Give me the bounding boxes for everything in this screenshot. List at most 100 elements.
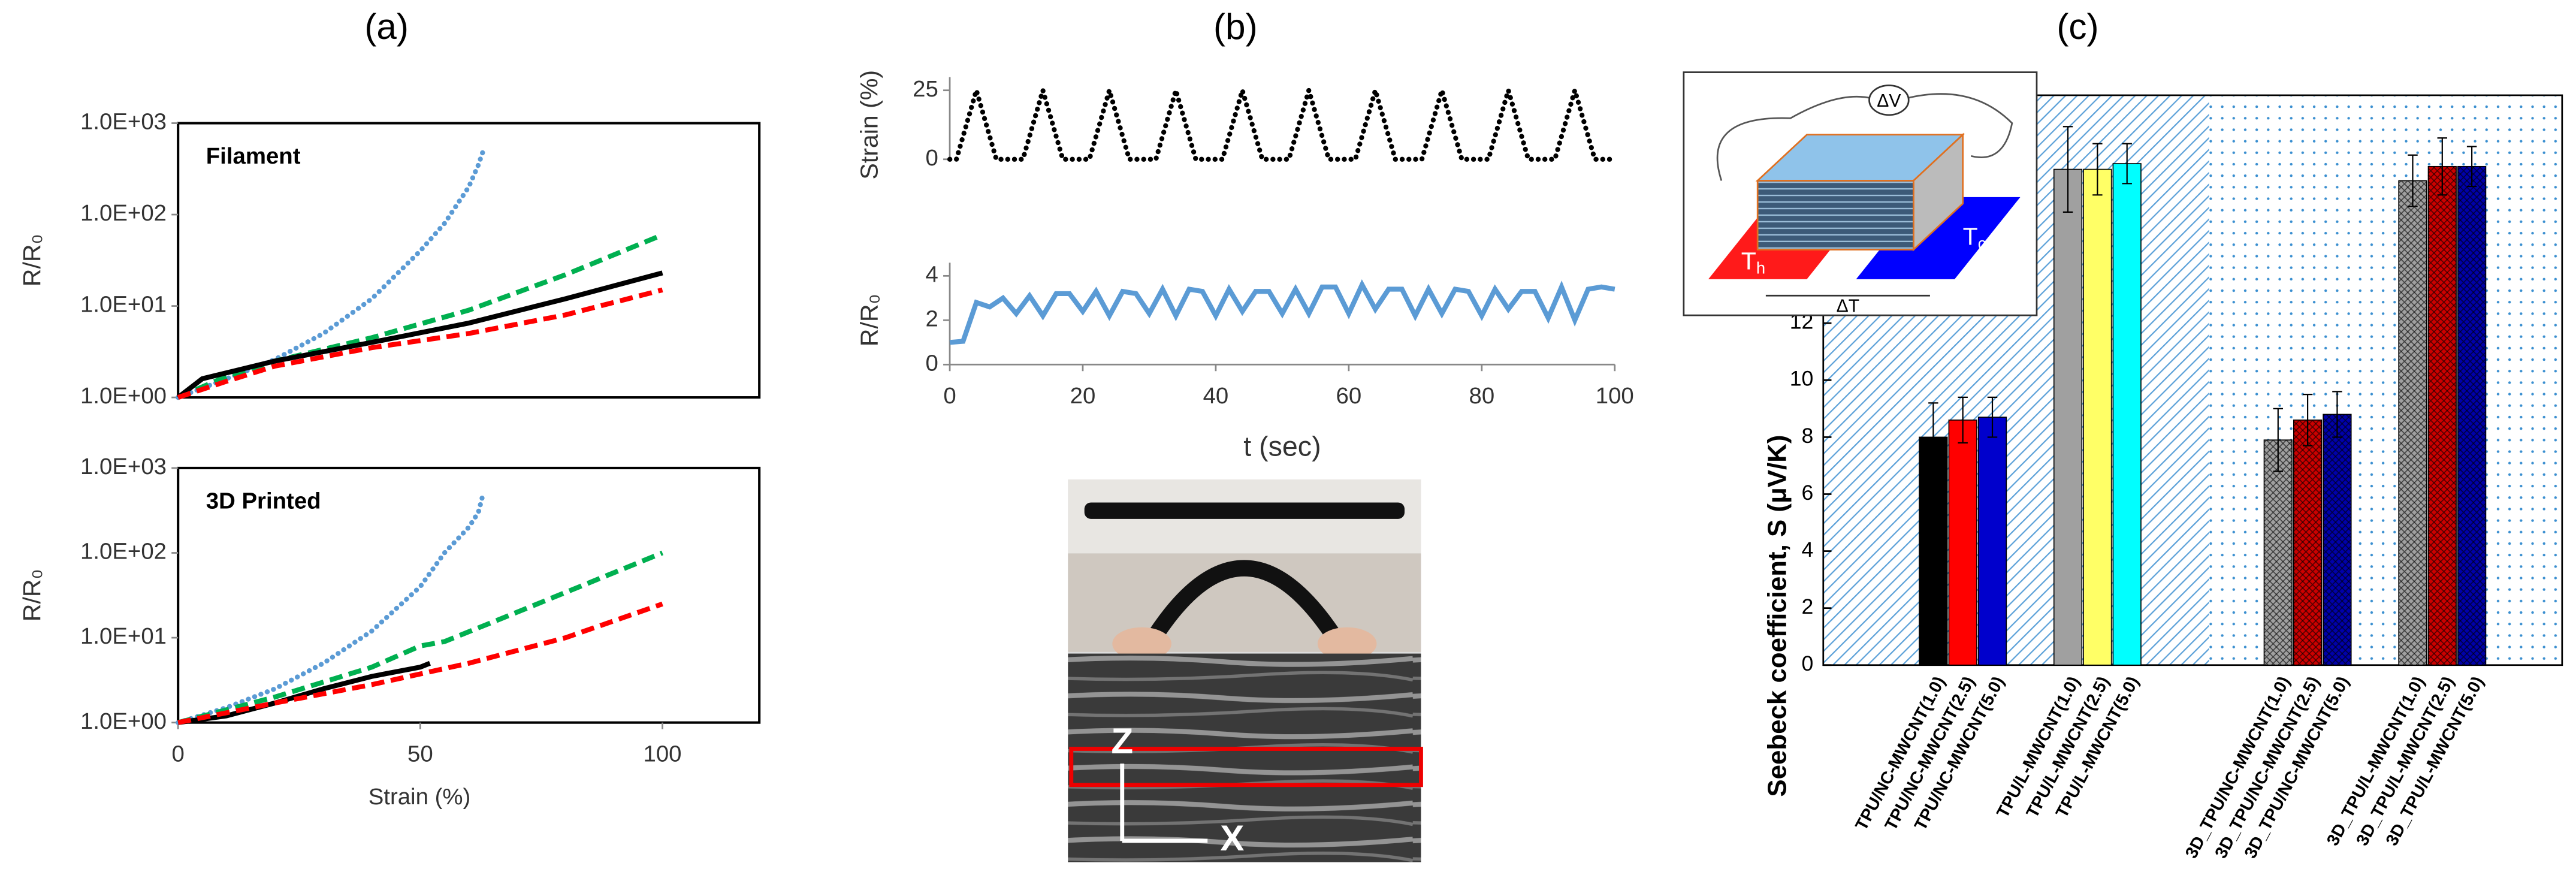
chart-title: Filament: [206, 143, 301, 169]
series-line: [949, 279, 1615, 345]
y-tick-label: 1.0E+01: [80, 623, 167, 649]
y-tick-label: 1.0E+02: [80, 200, 167, 226]
x-tick-label: 100: [644, 741, 682, 767]
y-tick-label: 25: [913, 76, 938, 102]
x-tick-label: 40: [1203, 383, 1229, 409]
strip: [1084, 502, 1405, 519]
series-line: [177, 601, 663, 725]
inset-label: T: [1741, 247, 1756, 274]
error-bar: [1987, 396, 1998, 438]
y-axis-label: R/R₀: [855, 294, 883, 346]
y-tick-label: 1.0E+00: [80, 383, 167, 409]
plot-frame: [177, 466, 761, 724]
inset-label: h: [1756, 259, 1765, 277]
bar: [1977, 417, 2007, 666]
series-line: [177, 287, 663, 400]
bar-hatch: [2264, 440, 2293, 665]
finger: [1112, 627, 1171, 660]
bar-hatch: [2457, 166, 2486, 665]
error-bar: [2122, 143, 2132, 185]
y-tick-label: 2: [1802, 595, 1814, 618]
x-tick-label: 0: [172, 741, 185, 767]
y-tick-label: 1.0E+03: [80, 109, 167, 135]
inset: ΔV Th Tc ΔT: [1683, 71, 2038, 316]
bar-hatch: [2399, 180, 2427, 665]
highlight: [1069, 747, 1423, 787]
error-bar: [2332, 391, 2342, 438]
y-tick-label: 4: [1802, 538, 1814, 562]
series-line: [177, 233, 664, 400]
y-tick-label: 2: [926, 306, 938, 331]
panel-label: (c): [2056, 6, 2098, 47]
voltmeter: [1868, 85, 1910, 116]
error-bar: [2437, 137, 2448, 196]
bar: [2083, 168, 2112, 666]
error-bar: [2062, 126, 2073, 213]
axis-label: Z: [1111, 720, 1133, 761]
error-bar: [2092, 143, 2103, 196]
error-bar: [1958, 396, 1968, 444]
bar-hatch: [2323, 414, 2351, 665]
y-tick-label: 0: [926, 350, 938, 376]
error-bar: [2408, 154, 2418, 207]
x-axis-label: Strain (%): [369, 784, 471, 810]
inset-label: Th: [1741, 247, 1765, 277]
y-axis-label: R/R₀: [18, 569, 46, 621]
series-line: [176, 270, 663, 400]
error-bar: [2273, 408, 2284, 472]
bar-hatch: [2428, 166, 2457, 665]
y-axis-label: Seebeck coefficient, S (μV/K): [1762, 435, 1792, 797]
error-bar: [1928, 402, 1938, 472]
x-tick-label: 0: [943, 383, 956, 409]
x-tick-label: 20: [1070, 383, 1096, 409]
axis-label: X: [1220, 817, 1244, 858]
photo-bottom: [1068, 653, 1421, 862]
bar: [2053, 168, 2083, 666]
wire: [1716, 95, 1873, 181]
inset-label: c: [1978, 234, 1986, 253]
series-line: [176, 148, 486, 400]
x-axis-label: t (sec): [1243, 430, 1321, 461]
inset-label: T: [1963, 222, 1978, 250]
finger: [1317, 627, 1377, 660]
series-line: [176, 491, 486, 725]
bg-dots: [2209, 95, 2562, 665]
cold-plate: [1856, 197, 2021, 279]
x-tick-label: 100: [1596, 383, 1634, 409]
y-tick-label: 10: [1790, 367, 1814, 391]
y-tick-label: 1.0E+01: [80, 292, 167, 318]
error-bar: [2302, 394, 2313, 446]
inset-label: Tc: [1963, 222, 1986, 252]
y-axis-label: R/R₀: [18, 234, 46, 286]
inset-label: ΔV: [1877, 91, 1901, 111]
wire: [1905, 93, 2013, 158]
y-tick-label: 1.0E+03: [80, 454, 167, 479]
side-face: [1913, 132, 1964, 252]
chart-title: 3D Printed: [206, 488, 321, 514]
panel-label: (b): [1213, 6, 1258, 47]
bar: [2112, 163, 2142, 666]
bar-hatch: [2293, 420, 2322, 665]
x-tick-label: 50: [407, 741, 433, 767]
y-tick-label: 4: [926, 261, 938, 287]
panel-label: (a): [364, 6, 409, 47]
y-tick-label: 0: [926, 145, 938, 171]
x-tick-label: 80: [1469, 383, 1494, 409]
series-line: [177, 660, 431, 725]
error-bar: [2466, 146, 2477, 188]
front-face: [1756, 180, 1914, 251]
series-line: [177, 550, 664, 725]
y-tick-label: 1.0E+00: [80, 708, 167, 734]
photo: Z X: [1068, 479, 1423, 862]
x-tick-label: 60: [1336, 383, 1362, 409]
plot-frame: [177, 122, 761, 399]
inset-label: ΔT: [1837, 296, 1860, 316]
bar: [1948, 420, 1977, 666]
y-tick-label: 1.0E+02: [80, 539, 167, 565]
y-tick-label: 0: [1802, 651, 1814, 675]
series-line: [947, 81, 1617, 162]
y-axis-label: Strain (%): [855, 70, 883, 180]
bent-strip: [1143, 560, 1346, 648]
y-tick-label: 8: [1802, 424, 1814, 448]
